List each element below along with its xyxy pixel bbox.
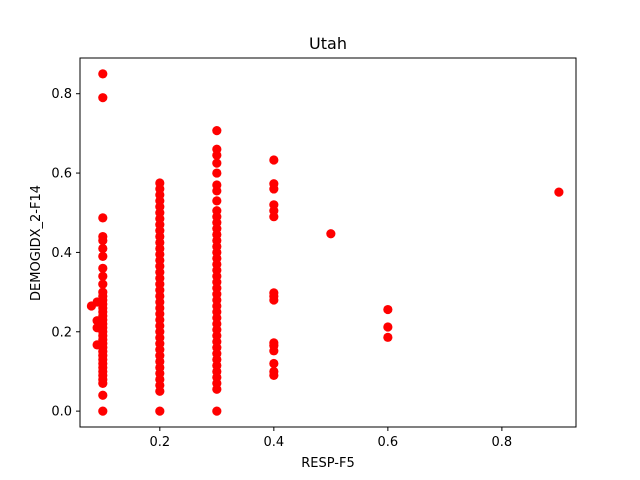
data-point (212, 158, 222, 168)
data-point (98, 406, 108, 416)
y-tick-label: 0.6 (51, 167, 72, 182)
data-point (98, 251, 108, 261)
data-point (98, 263, 108, 273)
data-point (98, 243, 108, 254)
data-point (269, 155, 279, 165)
data-point (383, 322, 393, 332)
data-point (269, 295, 279, 305)
x-tick-label: 0.2 (149, 435, 170, 450)
data-point (212, 406, 222, 416)
data-point (98, 93, 108, 103)
data-point (92, 297, 102, 307)
data-point (383, 304, 393, 315)
data-point (269, 212, 279, 222)
plot-area-frame (79, 57, 577, 428)
data-point (212, 196, 222, 206)
data-point (98, 213, 108, 223)
data-point (212, 126, 222, 136)
data-point (212, 150, 222, 160)
data-point (269, 184, 279, 194)
data-point (212, 186, 222, 196)
y-tick-label: 0.8 (51, 87, 72, 102)
data-point (269, 370, 279, 381)
data-point (98, 279, 108, 289)
y-axis-ticks: 0.0 0.2 0.4 0.6 0.8 (51, 87, 80, 420)
data-point (98, 69, 108, 79)
data-point (212, 384, 222, 394)
data-point (98, 390, 108, 400)
data-point (155, 406, 165, 416)
data-point (98, 378, 108, 388)
y-axis-label: DEMOGIDX_2-F14 (29, 185, 44, 301)
data-point (383, 332, 393, 342)
x-axis-label: RESP-F5 (301, 456, 355, 471)
data-point (326, 229, 336, 239)
data-point (92, 340, 102, 350)
x-tick-label: 0.6 (378, 435, 399, 450)
data-point (155, 386, 165, 396)
data-point (98, 271, 108, 281)
x-axis-ticks: 0.2 0.4 0.6 0.8 (149, 427, 512, 450)
y-tick-label: 0.2 (51, 325, 72, 340)
data-point (269, 358, 279, 369)
data-point (98, 235, 108, 246)
data-point (212, 168, 222, 178)
chart-title: Utah (309, 34, 347, 53)
x-tick-label: 0.8 (492, 435, 513, 450)
y-tick-label: 0.4 (51, 246, 72, 261)
y-tick-label: 0.0 (51, 405, 72, 420)
data-point (554, 187, 564, 197)
x-tick-label: 0.4 (263, 435, 284, 450)
data-point (269, 346, 279, 356)
data-point (95, 317, 105, 327)
data-points (86, 69, 564, 416)
